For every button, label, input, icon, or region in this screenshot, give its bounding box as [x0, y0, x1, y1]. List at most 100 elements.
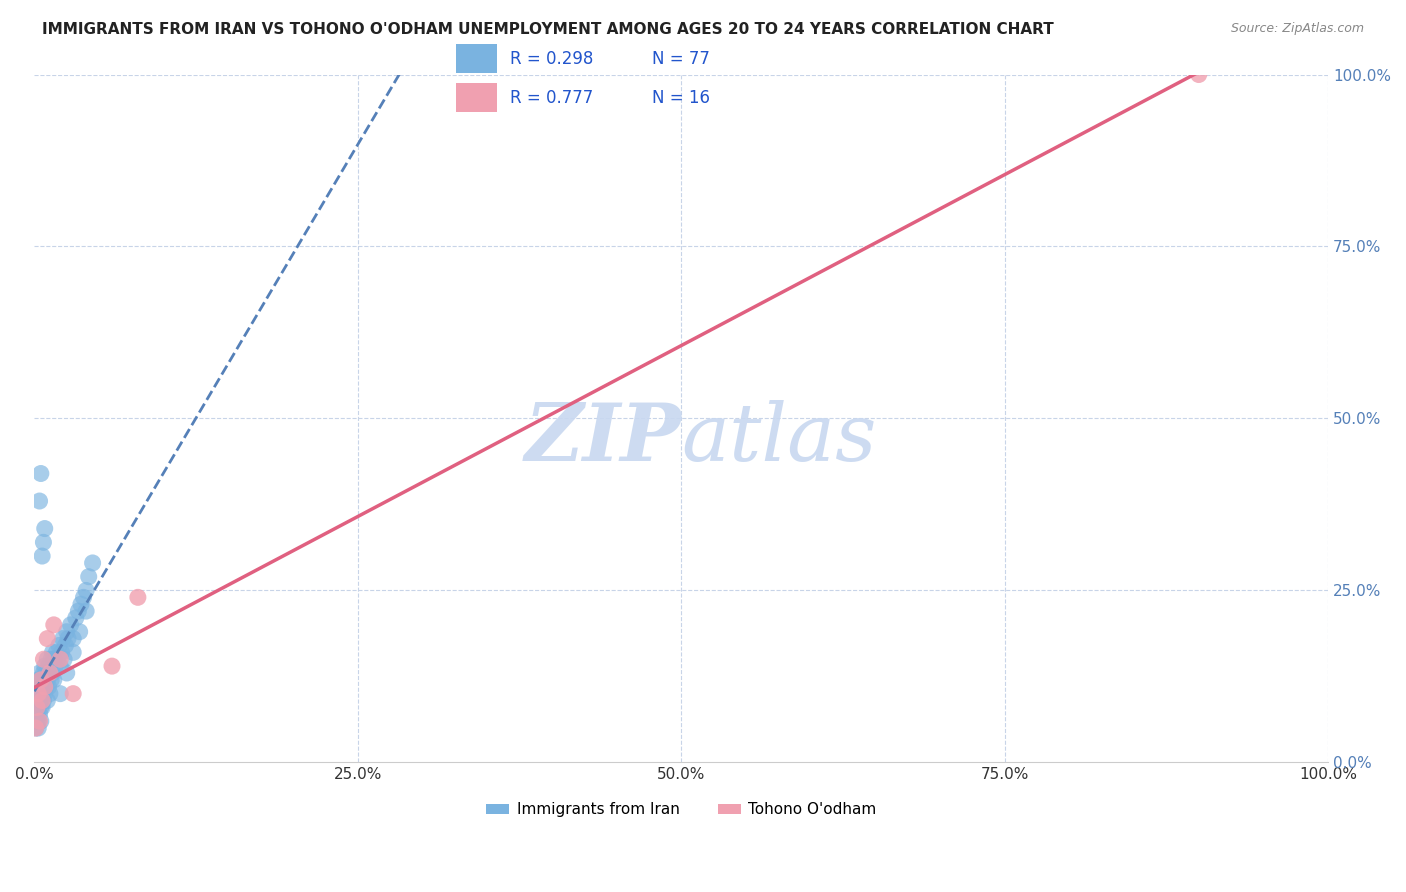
- Point: [41, 665, 63, 680]
- Legend: Immigrants from Iran, Tohono O'odham: Immigrants from Iran, Tohono O'odham: [479, 797, 883, 823]
- Point: [30, 673, 52, 687]
- Point: [31, 687, 53, 701]
- Point: [30, 714, 52, 728]
- Point: [46, 652, 69, 666]
- Point: [38, 659, 60, 673]
- Text: R = 0.298: R = 0.298: [510, 50, 593, 68]
- Point: [67, 604, 90, 618]
- Point: [27, 687, 49, 701]
- Point: [39, 673, 62, 687]
- Point: [75, 583, 97, 598]
- Point: [1188, 68, 1211, 82]
- FancyBboxPatch shape: [457, 83, 496, 112]
- Point: [39, 652, 62, 666]
- Point: [28, 494, 51, 508]
- Point: [49, 687, 72, 701]
- Point: [82, 556, 104, 570]
- Point: [51, 645, 73, 659]
- Point: [38, 665, 60, 680]
- Point: [24, 707, 46, 722]
- Point: [30, 467, 52, 481]
- Point: [31, 693, 53, 707]
- Point: [53, 652, 76, 666]
- Text: N = 16: N = 16: [652, 88, 710, 106]
- Point: [32, 652, 55, 666]
- Point: [25, 707, 48, 722]
- Point: [25, 693, 48, 707]
- Point: [24, 721, 46, 735]
- Point: [32, 535, 55, 549]
- Point: [69, 624, 91, 639]
- Point: [55, 624, 77, 639]
- Point: [34, 687, 56, 701]
- Point: [38, 680, 60, 694]
- Point: [30, 700, 52, 714]
- Point: [42, 652, 65, 666]
- Point: [30, 687, 52, 701]
- Point: [75, 604, 97, 618]
- Point: [24, 700, 46, 714]
- Point: [27, 721, 49, 735]
- Text: N = 77: N = 77: [652, 50, 710, 68]
- Point: [127, 591, 149, 605]
- Point: [32, 665, 55, 680]
- Point: [25, 714, 48, 728]
- Point: [30, 673, 52, 687]
- Point: [45, 645, 67, 659]
- Point: [38, 665, 60, 680]
- Point: [37, 673, 59, 687]
- Point: [35, 665, 58, 680]
- Point: [31, 673, 53, 687]
- Point: [27, 687, 49, 701]
- Point: [34, 522, 56, 536]
- Point: [31, 549, 53, 563]
- Point: [24, 714, 46, 728]
- Point: [28, 693, 51, 707]
- Text: atlas: atlas: [682, 401, 876, 478]
- Point: [25, 700, 48, 714]
- Point: [24, 721, 46, 735]
- Point: [37, 652, 59, 666]
- Text: R = 0.777: R = 0.777: [510, 88, 593, 106]
- Point: [49, 659, 72, 673]
- Point: [48, 639, 70, 653]
- Point: [41, 645, 63, 659]
- Point: [72, 591, 94, 605]
- Point: [27, 700, 49, 714]
- Point: [25, 700, 48, 714]
- Point: [56, 632, 79, 646]
- Point: [28, 714, 51, 728]
- Point: [25, 687, 48, 701]
- Point: [65, 611, 87, 625]
- Text: IMMIGRANTS FROM IRAN VS TOHONO O'ODHAM UNEMPLOYMENT AMONG AGES 20 TO 24 YEARS CO: IMMIGRANTS FROM IRAN VS TOHONO O'ODHAM U…: [42, 22, 1054, 37]
- Point: [101, 659, 124, 673]
- Text: ZIP: ZIP: [524, 401, 682, 478]
- Point: [42, 673, 65, 687]
- Text: Source: ZipAtlas.com: Source: ZipAtlas.com: [1230, 22, 1364, 36]
- Point: [52, 632, 75, 646]
- Point: [37, 632, 59, 646]
- Point: [38, 687, 60, 701]
- FancyBboxPatch shape: [457, 44, 496, 73]
- Point: [34, 673, 56, 687]
- Point: [70, 597, 93, 611]
- Point: [32, 680, 55, 694]
- Point: [25, 680, 48, 694]
- Point: [77, 570, 100, 584]
- Point: [32, 693, 55, 707]
- Point: [62, 687, 84, 701]
- Point: [27, 673, 49, 687]
- Point: [55, 665, 77, 680]
- Point: [35, 680, 58, 694]
- Point: [37, 693, 59, 707]
- Point: [34, 659, 56, 673]
- Point: [34, 680, 56, 694]
- Point: [55, 639, 77, 653]
- Point: [44, 659, 66, 673]
- Point: [49, 652, 72, 666]
- Point: [62, 645, 84, 659]
- Point: [31, 700, 53, 714]
- Point: [28, 707, 51, 722]
- Point: [28, 665, 51, 680]
- Point: [59, 618, 82, 632]
